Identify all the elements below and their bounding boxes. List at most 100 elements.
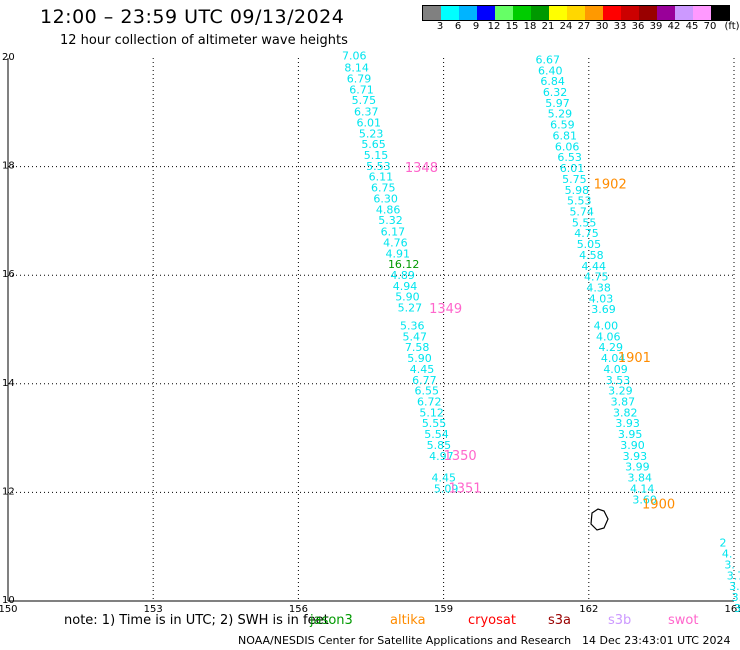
data-point-label: 5.75 [352, 94, 377, 107]
data-point-label: 6.84 [540, 75, 565, 88]
data-point-label: 5.74 [569, 205, 594, 218]
data-point-label: 5.27 [398, 302, 423, 315]
legend-item-jason3: jason3 [310, 613, 353, 628]
note-text: note: 1) Time is in UTC; 2) SWH is in fe… [64, 613, 329, 628]
data-point-label: 5.65 [361, 138, 386, 151]
data-point-label: 4.75 [574, 227, 599, 240]
data-point-label: 5.55 [572, 216, 597, 229]
data-point-label: 5.90 [407, 352, 432, 365]
data-point-label: 3.53 [606, 374, 631, 387]
data-point-label: 6.01 [356, 116, 381, 129]
timestamp-text: 14 Dec 23:43:01 UTC 2024 [582, 634, 731, 647]
data-point-label: 2 [719, 537, 726, 550]
data-point-label: 3.82 [613, 406, 638, 419]
data-point-label: 4.45 [432, 472, 457, 485]
colorbar-label: 42 [667, 21, 681, 32]
data-point-label: 5.75 [562, 173, 587, 186]
data-point-label: 3. [724, 558, 735, 571]
data-point-label: 3.84 [628, 472, 653, 485]
colorbar-swatch [621, 6, 639, 20]
data-point-label: 5.23 [359, 127, 384, 140]
x-tick-label: 153 [144, 604, 163, 615]
data-point-label: 6.72 [417, 396, 442, 409]
data-point-label: 6.17 [381, 226, 406, 239]
colorbar-swatch [585, 6, 603, 20]
data-point-label: 4.06 [596, 330, 621, 343]
colorbar-swatch [459, 6, 477, 20]
data-point-label: 6.55 [415, 385, 440, 398]
legend-item-cryosat: cryosat [468, 613, 516, 628]
data-point-label: 3.95 [618, 428, 643, 441]
data-point-label: 5.53 [366, 160, 391, 173]
x-tick-label: 159 [434, 604, 453, 615]
colorbar-label: 45 [685, 21, 699, 32]
data-point-label: 5.29 [548, 108, 573, 121]
y-tick-label: 10 [2, 595, 15, 606]
data-point-label: 3.87 [611, 396, 636, 409]
track-number-label: 1349 [429, 302, 462, 317]
colorbar-swatch [567, 6, 585, 20]
legend-item-s3b: s3b [608, 613, 632, 628]
data-point-label: 16.12 [388, 258, 420, 271]
data-point-label: 5.15 [364, 149, 389, 162]
y-tick-label: 12 [2, 486, 15, 497]
colorbar-label: 30 [595, 21, 609, 32]
y-tick-label: 20 [2, 52, 15, 63]
colorbar [422, 5, 730, 21]
x-tick-label: 162 [579, 604, 598, 615]
island-outline [590, 508, 609, 531]
data-point-label: 4.00 [594, 320, 619, 333]
credit-text: NOAA/NESDIS Center for Satellite Applica… [238, 634, 572, 647]
data-point-label: 6.59 [550, 119, 575, 132]
data-point-label: 6.53 [557, 151, 582, 164]
data-point-label: 4.75 [584, 271, 609, 284]
track-number-label: 1902 [594, 177, 627, 192]
colorbar-label: 18 [523, 21, 537, 32]
data-point-label: 4.09 [603, 363, 628, 376]
data-point-label: 4. [722, 548, 733, 561]
data-point-label: 3.76 [734, 602, 740, 615]
data-point-label: 6.06 [555, 140, 580, 153]
data-point-label: 3.90 [620, 439, 645, 452]
y-tick-label: 14 [2, 378, 15, 389]
colorbar-swatch [441, 6, 459, 20]
data-point-label: 6.01 [560, 162, 585, 175]
data-point-label: 4.04 [601, 352, 626, 365]
colorbar-label: 36 [631, 21, 645, 32]
data-point-label: 6.32 [543, 86, 568, 99]
chart-subtitle: 12 hour collection of altimeter wave hei… [60, 33, 348, 48]
y-tick-label: 16 [2, 269, 15, 280]
data-point-label: 6.30 [373, 192, 398, 205]
data-point-label: 5.97 [545, 97, 570, 110]
colorbar-label: 9 [472, 21, 480, 32]
data-point-label: 4.58 [579, 249, 604, 262]
data-point-label: 6.11 [369, 171, 394, 184]
data-point-label: 7.58 [405, 341, 430, 354]
x-tick-label: 150 [0, 604, 18, 615]
data-point-label: 4.91 [386, 247, 411, 260]
colorbar-label: 24 [559, 21, 573, 32]
data-point-label: 3.99 [625, 461, 650, 474]
colorbar-label: 33 [613, 21, 627, 32]
data-point-label: 4.45 [410, 363, 435, 376]
colorbar-swatch [675, 6, 693, 20]
data-point-label: 3.60 [632, 493, 657, 506]
data-point-label: 3.70 [732, 591, 740, 604]
data-point-label: 3.69 [591, 303, 616, 316]
data-point-label: 5.12 [419, 406, 444, 419]
colorbar-label: 3 [436, 21, 444, 32]
colorbar-label: 39 [649, 21, 663, 32]
chart-title: 12:00 – 23:59 UTC 09/13/2024 [40, 6, 345, 28]
x-tick-label: 156 [289, 604, 308, 615]
track-number-label: 1901 [618, 351, 651, 366]
data-point-label: 5.09 [434, 482, 459, 495]
colorbar-label: 70 [703, 21, 717, 32]
colorbar-swatch [711, 6, 729, 20]
data-point-label: 6.40 [538, 64, 563, 77]
data-point-label: 5.55 [422, 417, 447, 430]
data-point-label: 3.87 [729, 580, 740, 593]
colorbar-label: 21 [541, 21, 555, 32]
colorbar-swatch [693, 6, 711, 20]
colorbar-label: 27 [577, 21, 591, 32]
